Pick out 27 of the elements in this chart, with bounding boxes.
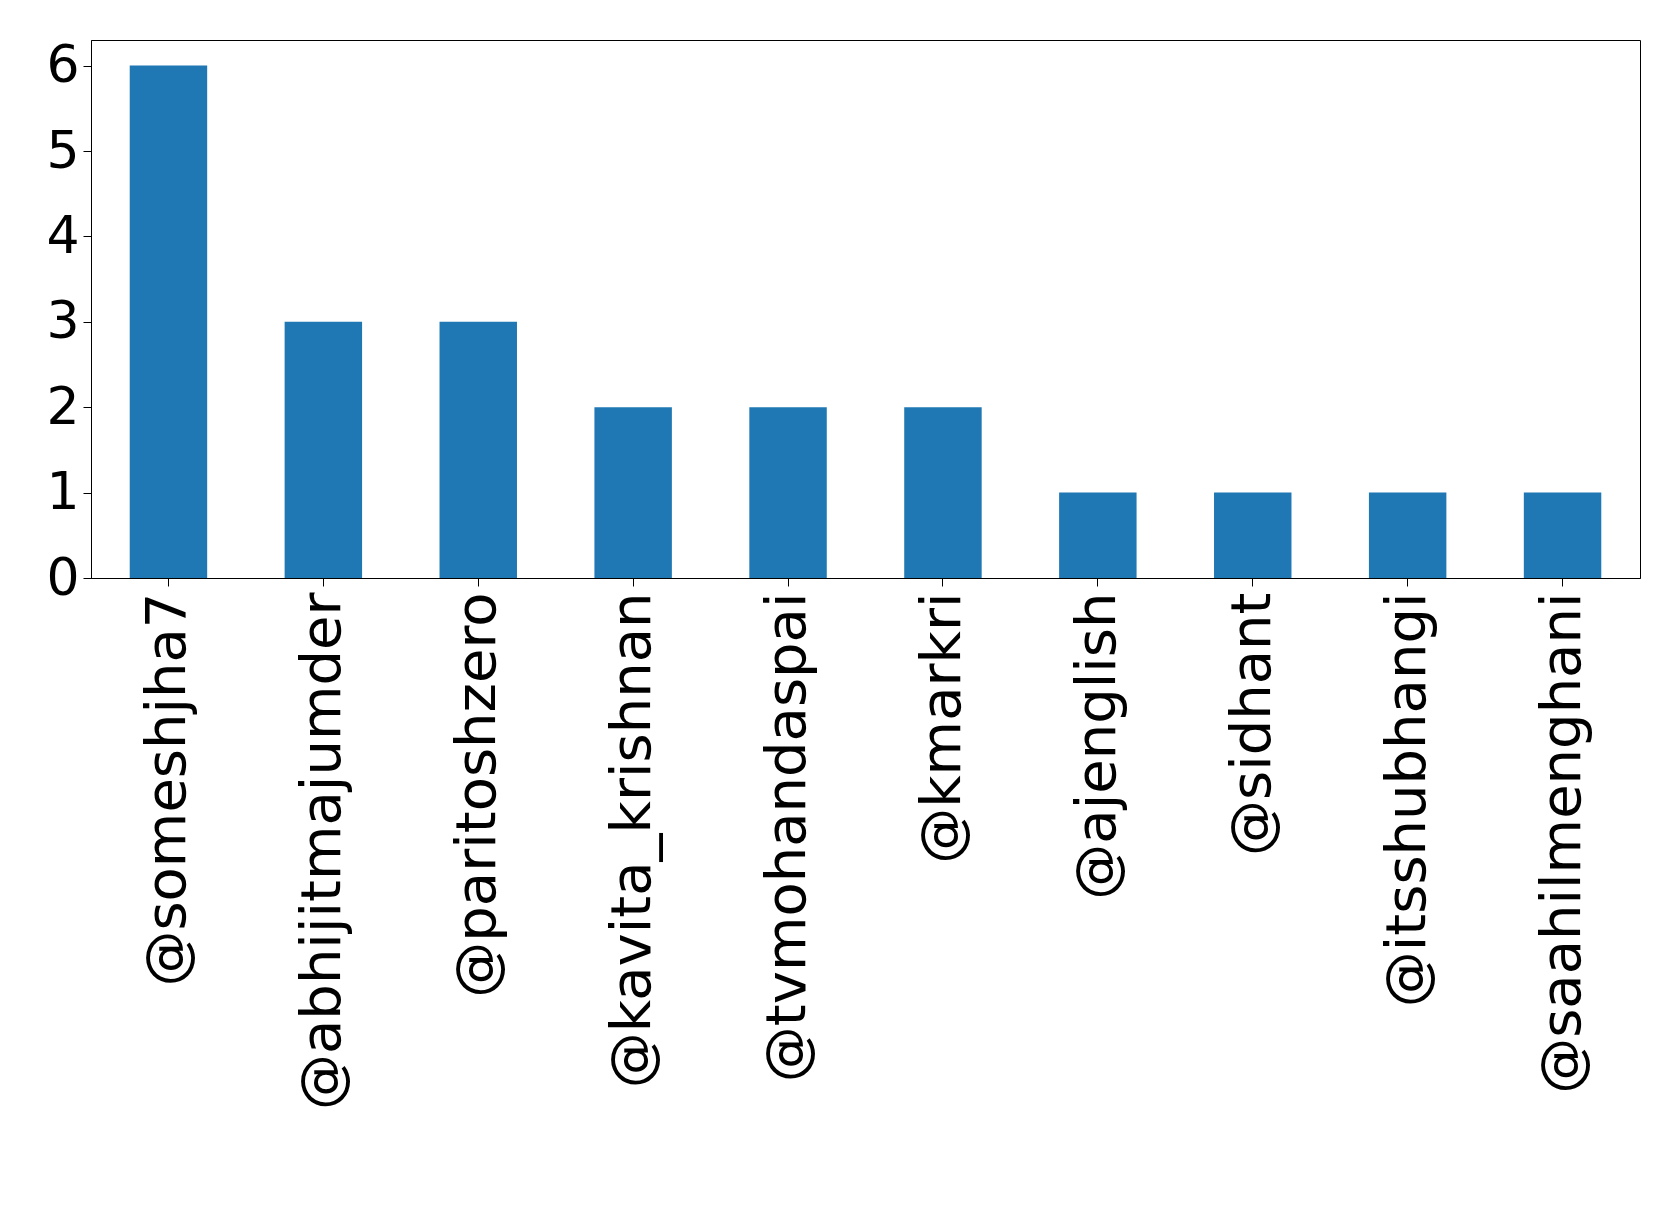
y-tick-label: 1 (46, 461, 80, 522)
bar (1059, 492, 1137, 578)
bar (129, 65, 208, 578)
bar (1523, 492, 1602, 578)
y-tick-label: 2 (46, 375, 80, 436)
x-tick-label: @someshjha7 (133, 592, 199, 987)
bar (439, 321, 517, 578)
x-tick-label: @saahilmenghani (1527, 592, 1593, 1094)
y-tick-label: 5 (46, 119, 80, 180)
x-tick-label: @abhijitmajumder (288, 591, 354, 1110)
y-tick-label: 6 (46, 34, 80, 95)
y-tick-label: 0 (46, 546, 80, 607)
bar (1214, 492, 1292, 578)
bar (749, 407, 827, 578)
bar (1368, 492, 1447, 578)
x-tick-label: @sidhant (1217, 592, 1283, 857)
y-tick-label: 4 (46, 204, 80, 265)
x-tick-label: @paritoshzero (443, 592, 509, 998)
x-tick-label: @kavita_krishnan (598, 592, 664, 1089)
x-tick-label: @ajenglish (1062, 592, 1128, 900)
x-tick-label: @kmarkri (907, 592, 973, 864)
bar (904, 407, 982, 578)
y-tick-label: 3 (46, 290, 80, 351)
bar (594, 407, 672, 578)
x-tick-label: @tvmohandaspai (753, 592, 819, 1083)
x-tick-label: @itsshubhangi (1372, 592, 1438, 1008)
bar (284, 321, 363, 578)
